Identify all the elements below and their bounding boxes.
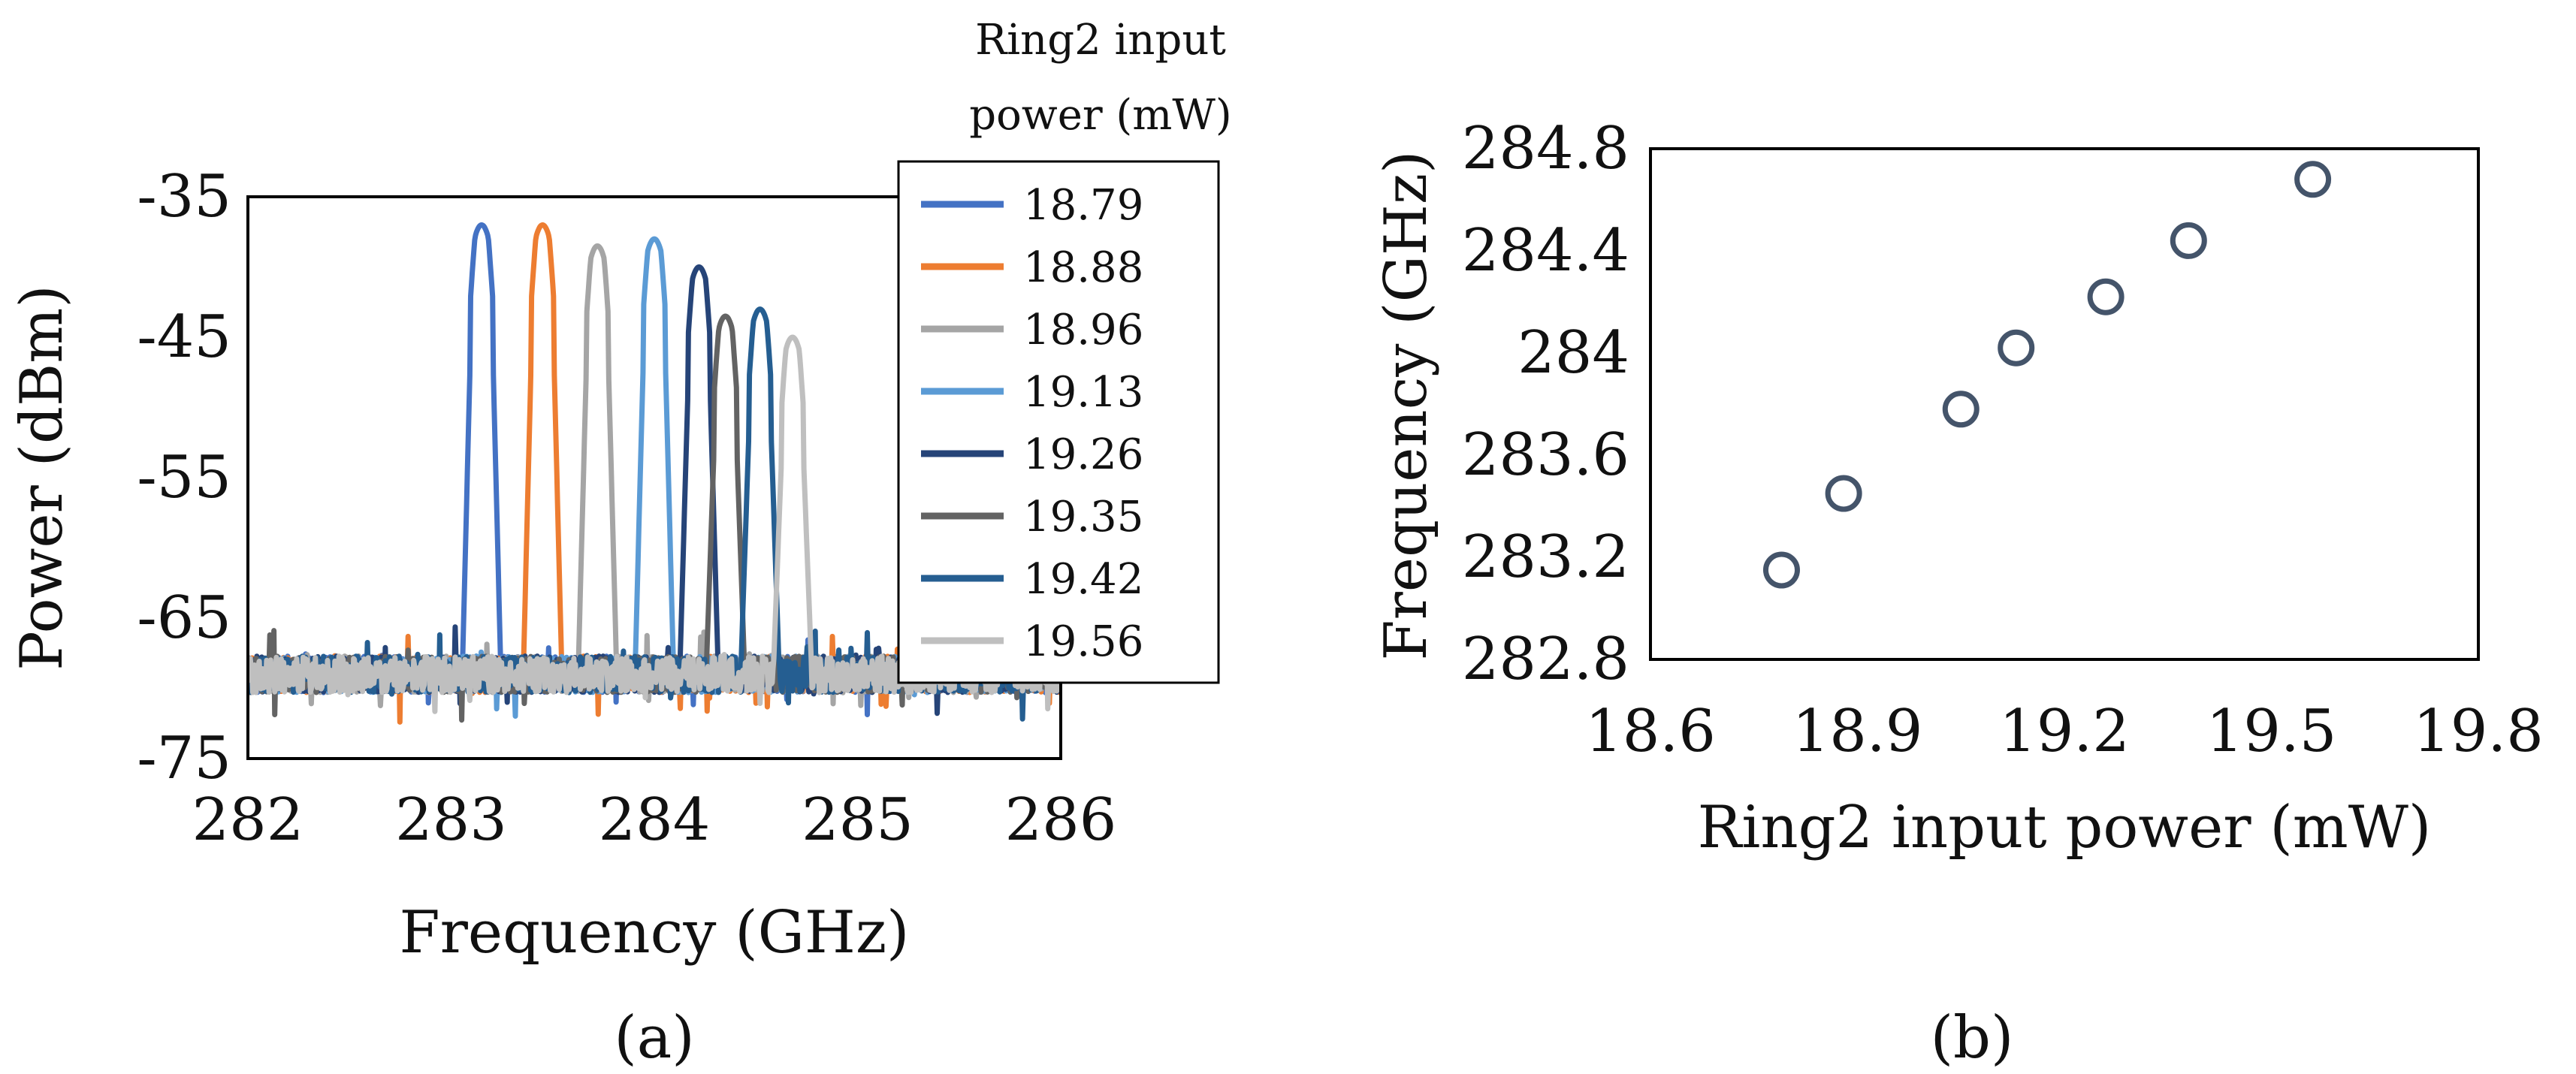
legend-label: 19.35 xyxy=(1023,493,1143,542)
panel-a-x-tick-labels: 282 283 284 285 286 xyxy=(192,786,1117,854)
panel-b-plot-frame xyxy=(1649,147,2480,661)
scatter-point xyxy=(1825,475,1862,512)
panel-a-y-tick-labels: -35 -45 -55 -65 -75 xyxy=(137,163,231,792)
panel-a-legend: Ring2 input power (mW) 18.79 18.88 18.96 19… xyxy=(897,16,1232,684)
panel-a-y-tick-label: -65 xyxy=(137,584,231,652)
panel-a-series-group xyxy=(248,222,1061,725)
legend-items: 18.79 18.88 18.96 19.13 19.26 19.35 19.42 19.56 xyxy=(921,181,1143,666)
panel-b-x-axis-label: Ring2 input power (mW) xyxy=(1698,794,2432,861)
scatter-point xyxy=(1998,329,2035,367)
panel-a-y-tick-label: -75 xyxy=(137,725,231,792)
panel-a-x-tick-label: 284 xyxy=(599,786,711,854)
panel-a-x-tick-label: 285 xyxy=(802,786,914,854)
panel-b-x-tick-labels: 18.6 18.9 19.2 19.5 19.8 xyxy=(1585,698,2544,765)
panel-a-x-tick-label: 282 xyxy=(192,786,304,854)
legend-title-line-2: power (mW) xyxy=(969,91,1232,140)
panel-a-y-tick-label: -35 xyxy=(137,163,231,231)
panel-b-y-tick-label: 284.4 xyxy=(1462,217,1629,285)
legend-label: 19.42 xyxy=(1023,555,1143,604)
panel-b-x-tick-label: 19.5 xyxy=(2206,698,2337,765)
scatter-point xyxy=(1942,391,1980,428)
panel-b-y-tick-label: 284.8 xyxy=(1462,115,1629,183)
legend-label: 18.79 xyxy=(1023,181,1143,230)
panel-a-spectrum-chart: -35 -45 -55 -65 -75 282 283 284 285 286 Frequenc… xyxy=(8,16,1232,1072)
legend-title-line-1: Ring2 input xyxy=(975,16,1226,65)
scatter-point xyxy=(1762,551,1800,589)
scatter-point xyxy=(2170,222,2207,259)
panel-a-x-tick-label: 283 xyxy=(395,786,507,854)
panel-b-y-tick-label: 283.6 xyxy=(1462,421,1629,489)
panel-b-x-tick-label: 18.9 xyxy=(1792,698,1923,765)
scatter-point xyxy=(2087,278,2125,315)
panel-b-y-tick-labels: 284.8 284.4 284 283.6 283.2 282.8 xyxy=(1462,115,1629,693)
panel-b-x-tick-label: 18.6 xyxy=(1585,698,1716,765)
panel-a-y-tick-label: -55 xyxy=(137,444,231,511)
panel-b-points-group xyxy=(1762,161,2332,589)
panel-a-y-axis-label: Power (dBm) xyxy=(8,285,76,670)
panel-b-scatter-chart: 284.8 284.4 284 283.6 283.2 282.8 18.6 18.9 19.… xyxy=(1373,115,2544,1072)
legend-label: 18.96 xyxy=(1023,306,1143,354)
scatter-point xyxy=(2294,161,2332,198)
panel-b-y-tick-label: 284 xyxy=(1518,319,1629,387)
panel-b-y-axis-label: Frequency (GHz) xyxy=(1373,151,1440,661)
legend-label: 19.26 xyxy=(1023,430,1143,479)
legend-label: 19.56 xyxy=(1023,617,1143,666)
panel-b-x-tick-label: 19.8 xyxy=(2413,698,2544,765)
panel-b-label: (b) xyxy=(1931,1004,2014,1072)
panel-b-y-tick-label: 283.2 xyxy=(1462,523,1629,591)
legend-label: 18.88 xyxy=(1023,243,1143,292)
panel-a-x-axis-label: Frequency (GHz) xyxy=(400,899,910,967)
panel-b-x-tick-label: 19.2 xyxy=(1999,698,2130,765)
legend-label: 19.13 xyxy=(1023,368,1143,417)
panel-a-label: (a) xyxy=(614,1004,694,1072)
panel-a-y-tick-label: -45 xyxy=(137,303,231,371)
panel-b-y-tick-label: 282.8 xyxy=(1462,626,1629,693)
panel-a-x-tick-label: 286 xyxy=(1005,786,1117,854)
legend-box xyxy=(897,160,1220,684)
